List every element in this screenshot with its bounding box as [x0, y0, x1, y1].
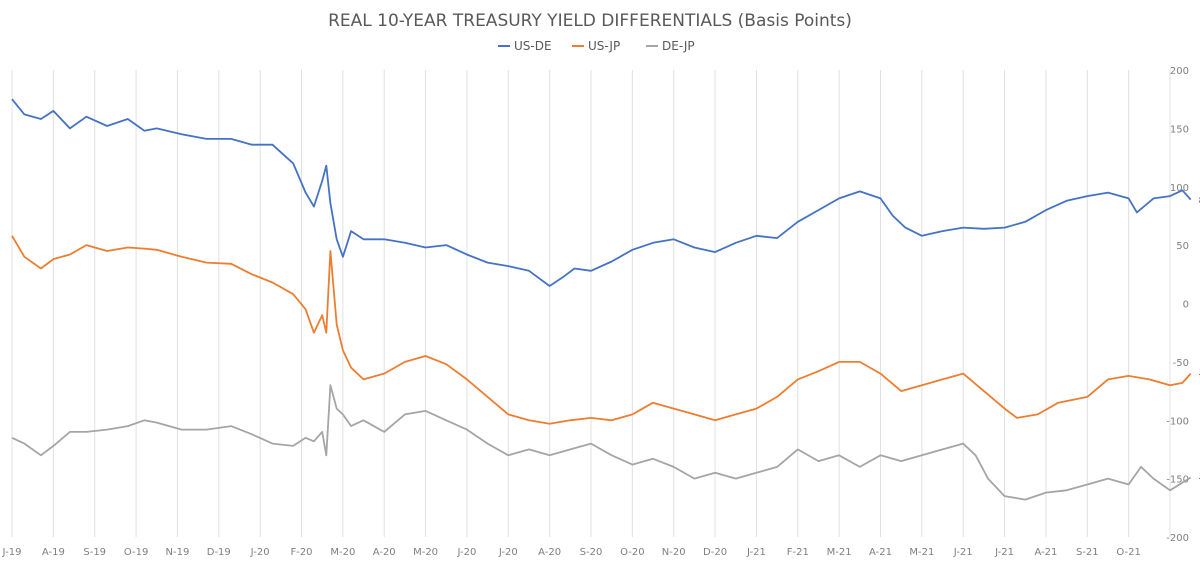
x-tick-label: O-19 — [124, 547, 148, 558]
legend: US-DE US-JP DE-JP — [498, 39, 695, 53]
y-tick-label: 200 — [1170, 66, 1189, 77]
x-tick-label: J-20 — [498, 547, 518, 558]
x-tick-label: M-20 — [330, 547, 355, 558]
y-tick-label: 150 — [1170, 124, 1189, 135]
x-tick-label: J-21 — [953, 547, 973, 558]
grid-lines — [11, 70, 1171, 537]
x-tick-label: D-20 — [703, 547, 727, 558]
x-tick-label: A-21 — [869, 547, 892, 558]
y-tick-label: -200 — [1166, 533, 1189, 544]
end-label: -60 — [1199, 370, 1200, 381]
x-tick-label: J-21 — [746, 547, 766, 558]
series-line-us-jp — [11, 235, 1192, 425]
x-tick-label: J-20 — [250, 547, 270, 558]
x-tick-label: F-20 — [290, 547, 312, 558]
x-tick-label: F-21 — [787, 547, 809, 558]
x-tick-label: M-21 — [827, 547, 852, 558]
x-tick-label: D-19 — [207, 547, 231, 558]
y-tick-label: -50 — [1173, 358, 1189, 369]
end-label: -149 — [1199, 473, 1200, 484]
x-tick-label: S-20 — [580, 547, 603, 558]
series-group — [11, 98, 1192, 501]
x-tick-label: A-21 — [1034, 547, 1057, 558]
series-line-us-de — [11, 98, 1192, 287]
x-tick-label: M-20 — [413, 547, 438, 558]
x-tick-label: J-21 — [994, 547, 1014, 558]
end-labels: 89 -60 -149 — [1199, 196, 1200, 485]
x-tick-label: J-19 — [2, 547, 22, 558]
legend-label: US-DE — [514, 39, 552, 53]
x-tick-label: O-20 — [620, 547, 644, 558]
x-tick-label: S-19 — [83, 547, 106, 558]
x-tick-label: A-20 — [538, 547, 561, 558]
legend-label: US-JP — [588, 39, 620, 53]
x-tick-label: J-20 — [456, 547, 476, 558]
x-tick-label: N-19 — [166, 547, 190, 558]
axis-ticks: J-19 A-19 S-19 O-19 N-19 D-19 J-20 F-20 M-20 A-20… — [2, 66, 1189, 558]
legend-label: DE-JP — [662, 39, 695, 53]
x-tick-label: N-20 — [662, 547, 686, 558]
end-label: 89 — [1199, 196, 1200, 207]
series-line-de-jp — [11, 384, 1192, 501]
x-tick-label: A-19 — [42, 547, 65, 558]
y-tick-label: 100 — [1170, 183, 1189, 194]
x-tick-label: S-21 — [1076, 547, 1099, 558]
x-tick-label: O-21 — [1116, 547, 1140, 558]
x-tick-label: M-21 — [909, 547, 934, 558]
y-tick-label: 50 — [1176, 241, 1189, 252]
y-tick-label: 0 — [1183, 300, 1189, 311]
chart-title: REAL 10-YEAR TREASURY YIELD DIFFERENTIAL… — [328, 11, 852, 31]
y-tick-label: -150 — [1166, 475, 1189, 486]
x-tick-label: A-20 — [373, 547, 396, 558]
y-tick-label: -100 — [1166, 416, 1189, 427]
